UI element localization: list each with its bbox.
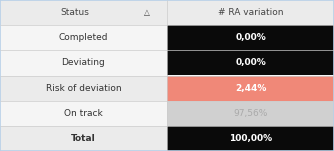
Bar — [0, 101, 167, 126]
Text: Total: Total — [71, 134, 96, 143]
Bar — [167, 25, 334, 50]
Text: Risk of deviation: Risk of deviation — [46, 84, 121, 93]
Bar — [0, 50, 167, 76]
Text: 2,44%: 2,44% — [235, 84, 266, 93]
Text: △: △ — [144, 8, 150, 17]
Text: 97,56%: 97,56% — [233, 109, 268, 118]
Text: 100,00%: 100,00% — [229, 134, 272, 143]
Bar — [0, 25, 167, 50]
Bar — [167, 101, 334, 126]
Bar — [0, 126, 167, 151]
Bar — [167, 76, 334, 101]
Text: 0,00%: 0,00% — [235, 33, 266, 42]
Text: 0,00%: 0,00% — [235, 58, 266, 67]
Bar — [167, 50, 334, 76]
Text: On track: On track — [64, 109, 103, 118]
Text: Deviating: Deviating — [62, 58, 105, 67]
Text: Status: Status — [61, 8, 90, 17]
Text: # RA variation: # RA variation — [218, 8, 283, 17]
Text: Completed: Completed — [59, 33, 108, 42]
Bar — [167, 126, 334, 151]
Bar — [0, 76, 167, 101]
Bar — [0, 0, 167, 25]
Bar — [167, 0, 334, 25]
